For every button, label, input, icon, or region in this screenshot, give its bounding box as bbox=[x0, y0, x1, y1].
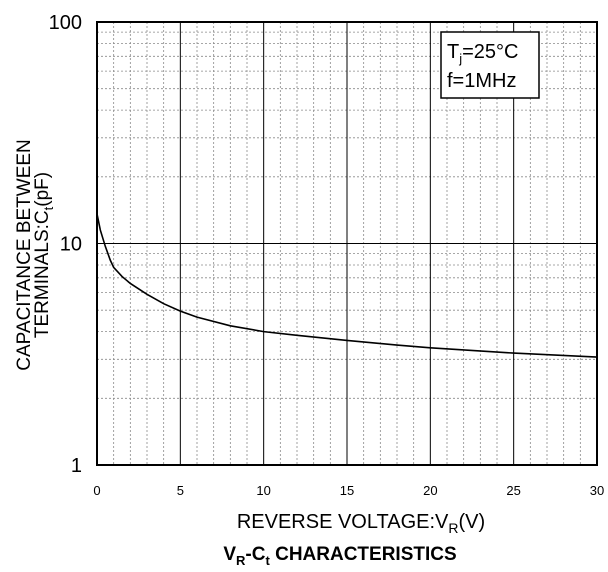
x-tick-label: 30 bbox=[590, 483, 604, 498]
y-axis-label-line2: TERMINALS:Ct(pF) bbox=[32, 172, 56, 338]
legend-temperature-sub: j bbox=[458, 51, 462, 66]
chart-title-v: V bbox=[223, 544, 236, 565]
x-tick-label: 15 bbox=[340, 483, 354, 498]
legend-temperature-t: T bbox=[447, 41, 459, 63]
x-axis-label-main: REVERSE VOLTAGE:V bbox=[237, 511, 449, 533]
x-axis-label-sub: R bbox=[448, 520, 458, 536]
x-tick-label: 10 bbox=[256, 483, 270, 498]
plot-frame bbox=[96, 21, 598, 466]
x-tick-label: 20 bbox=[423, 483, 437, 498]
chart-title-c-sub: t bbox=[265, 553, 270, 567]
x-axis-label: REVERSE VOLTAGE:VR(V) bbox=[237, 511, 485, 536]
x-tick-label: 25 bbox=[506, 483, 520, 498]
chart-title: VR-Ct CHARACTERISTICS bbox=[223, 544, 456, 567]
chart-title-rest: CHARACTERISTICS bbox=[270, 544, 457, 565]
legend: Tj=25°C f=1MHz bbox=[440, 31, 540, 99]
y-tick-label: 10 bbox=[60, 234, 82, 256]
y-axis-label: CAPACITANCE BETWEEN TERMINALS:Ct(pF) bbox=[14, 139, 56, 371]
x-tick-labels: 0 5 10 15 20 25 30 bbox=[93, 483, 604, 498]
y-axis-label-line1: CAPACITANCE BETWEEN bbox=[14, 139, 35, 371]
legend-temperature: Tj=25°C bbox=[447, 41, 518, 66]
x-axis-label-unit: (V) bbox=[459, 511, 486, 533]
legend-box bbox=[440, 31, 540, 99]
chart-title-v-sub: R bbox=[236, 553, 246, 567]
y-tick-label: 1 bbox=[71, 455, 82, 477]
y-axis-label-line2-unit: (pF) bbox=[32, 172, 53, 207]
capacitance-curve bbox=[96, 213, 598, 358]
y-tick-label: 100 bbox=[49, 12, 82, 34]
y-tick-labels: 1 10 100 bbox=[49, 12, 82, 477]
chart-title-dash: -C bbox=[245, 544, 265, 565]
legend-frequency: f=1MHz bbox=[447, 70, 516, 92]
legend-temperature-rest: =25°C bbox=[462, 41, 518, 63]
y-axis-label-line2-main: TERMINALS:C bbox=[32, 210, 53, 338]
y-axis-label-line2-sub: t bbox=[41, 206, 56, 210]
x-tick-label: 0 bbox=[93, 483, 100, 498]
x-tick-label: 5 bbox=[177, 483, 184, 498]
